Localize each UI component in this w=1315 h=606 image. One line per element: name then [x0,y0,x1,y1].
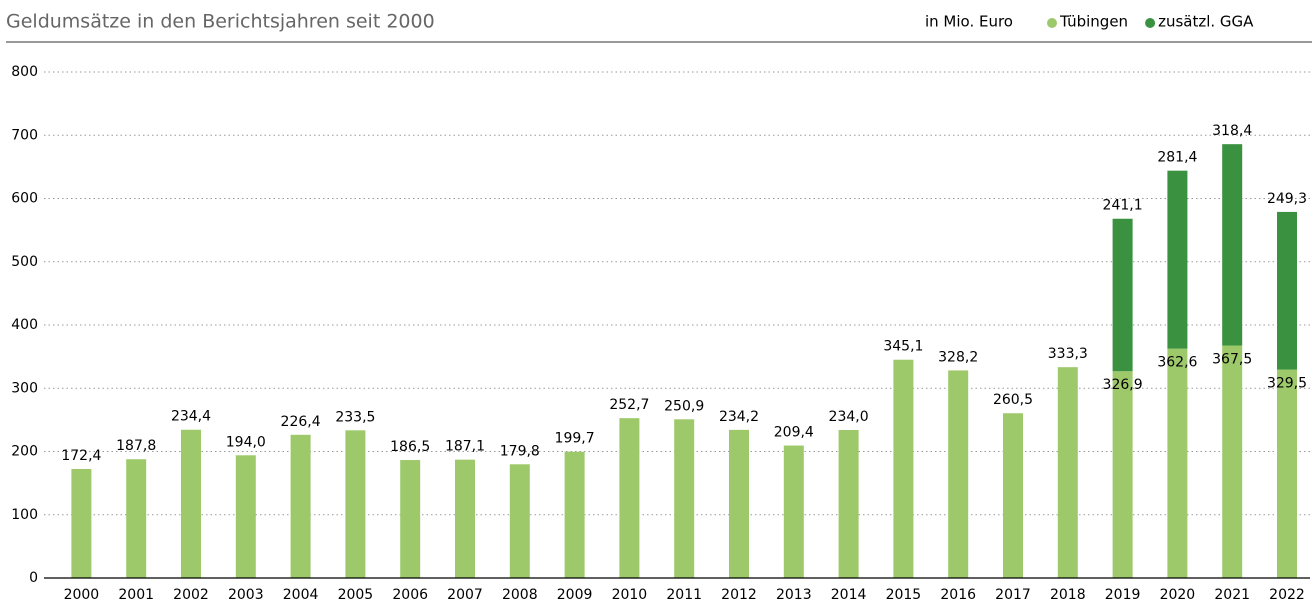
unit-label: in Mio. Euro [925,13,1013,31]
bar-segment [1222,144,1243,346]
data-label: 367,5 [1212,352,1252,368]
bar-segment [400,460,421,578]
data-label: 234,0 [829,409,869,425]
x-tick-label: 2014 [831,587,867,603]
data-label: 187,8 [116,438,156,454]
bar-segment [1277,211,1297,370]
legend-label: zusätzl. GGA [1158,13,1254,31]
x-tick-label: 2013 [776,587,812,603]
data-label: 362,6 [1157,355,1197,371]
data-label: 187,1 [445,439,485,455]
x-tick-label: 2020 [1160,587,1196,603]
x-tick-label: 2005 [338,587,374,603]
data-label: 199,7 [555,431,595,447]
bar-segment [1167,170,1188,349]
x-tick-label: 2012 [721,587,757,603]
bar-segment [71,468,92,578]
bar-segment [455,459,475,578]
bar-segment [1167,348,1188,578]
bar-segment [1112,371,1133,578]
bar-segment [126,459,147,578]
x-tick-label: 2001 [118,587,154,603]
y-tick-label: 300 [11,380,38,396]
data-label: 250,9 [664,398,704,414]
bar-segment [564,451,585,578]
data-label: 186,5 [390,439,430,455]
bar-segment [783,445,804,578]
data-label: 241,1 [1103,198,1143,214]
bar-segment [235,455,256,578]
data-label: 179,8 [500,443,540,459]
x-tick-label: 2021 [1214,587,1250,603]
y-tick-label: 800 [11,64,38,80]
bar-segment [1112,218,1133,372]
data-label: 333,3 [1048,346,1088,362]
bar-segment [619,418,640,578]
x-tick-label: 2022 [1269,587,1305,603]
bar-segment [181,429,201,578]
data-label: 226,4 [281,414,321,430]
x-tick-label: 2019 [1105,587,1141,603]
bar-segment [1003,413,1023,578]
legend-label: Tübingen [1059,13,1128,31]
x-tick-label: 2006 [392,587,428,603]
data-label: 329,5 [1267,376,1307,392]
data-label: 233,5 [335,409,375,425]
x-tick-label: 2017 [995,587,1031,603]
bar-segment [838,429,859,578]
data-label: 249,3 [1267,191,1307,207]
data-label: 345,1 [883,339,923,355]
x-tick-label: 2000 [64,587,100,603]
data-label: 209,4 [774,425,814,441]
x-tick-label: 2008 [502,587,538,603]
x-tick-label: 2016 [940,587,976,603]
data-label: 172,4 [61,448,101,464]
data-label: 234,2 [719,409,759,425]
x-tick-label: 2003 [228,587,264,603]
bar-segment [1222,345,1243,578]
y-tick-label: 0 [29,570,38,586]
y-tick-label: 100 [11,507,38,523]
bar-segment [948,370,969,578]
bar-segment [509,464,530,578]
data-label: 328,2 [938,349,978,365]
y-tick-label: 700 [11,127,38,143]
data-label: 234,4 [171,409,211,425]
data-label: 260,5 [993,392,1033,408]
x-tick-label: 2010 [612,587,648,603]
y-tick-label: 500 [11,254,38,270]
data-label: 326,9 [1103,377,1143,393]
data-label: 318,4 [1212,123,1252,139]
data-label: 281,4 [1157,150,1197,166]
legend-marker [1047,18,1057,28]
x-tick-label: 2015 [886,587,922,603]
chart-title: Geldumsätze in den Berichtsjahren seit 2… [6,11,435,33]
x-tick-label: 2004 [283,587,319,603]
bar-segment [729,429,749,578]
x-tick-label: 2018 [1050,587,1086,603]
y-tick-label: 600 [11,191,38,207]
x-tick-label: 2007 [447,587,483,603]
data-label: 252,7 [609,397,649,413]
x-tick-label: 2011 [666,587,702,603]
x-tick-label: 2009 [557,587,593,603]
x-tick-label: 2002 [173,587,209,603]
bar-segment [1277,369,1297,578]
bar-segment [345,430,366,578]
bar-segment [1057,367,1078,578]
y-tick-label: 400 [11,317,38,333]
bar-segment [674,419,695,578]
y-tick-label: 200 [11,444,38,460]
bar-segment [290,434,311,578]
legend-marker [1145,18,1156,28]
data-label: 194,0 [226,434,266,450]
bar-segment [893,359,914,578]
